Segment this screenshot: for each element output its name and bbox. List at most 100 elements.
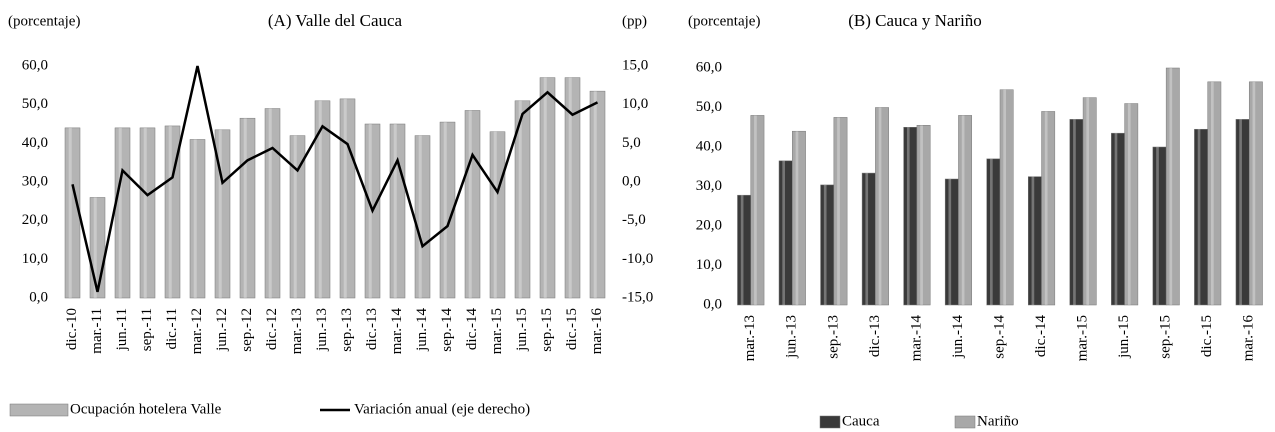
y2-tick-label: 15,0 [622, 57, 648, 73]
bar-shine [243, 118, 247, 298]
bar [489, 131, 506, 299]
x-tick-label: mar.-12 [189, 308, 205, 354]
legend-label: Cauca [842, 413, 880, 429]
bar [289, 135, 306, 299]
bar-shine [1114, 133, 1118, 305]
bar [1111, 132, 1125, 306]
bar-shine [837, 117, 840, 305]
y2-tick-label: -5,0 [622, 212, 646, 228]
bar-shine [593, 91, 597, 298]
bar-shine [293, 135, 297, 298]
bar-shine [740, 195, 744, 305]
bar-shine [393, 124, 397, 298]
y2-tick-label: -15,0 [622, 289, 653, 305]
bar-shine [1156, 147, 1159, 305]
bar [439, 121, 456, 299]
x-tick-label: jun.-12 [214, 308, 230, 352]
bar [778, 160, 793, 306]
bar-shine [318, 100, 322, 298]
bar-shine [1073, 119, 1076, 305]
bar [1027, 176, 1042, 306]
bar-shine [93, 197, 97, 298]
bar-shine [568, 77, 572, 298]
y-tick-label: 60,0 [696, 59, 722, 75]
x-tick-label: dic.-12 [264, 308, 280, 350]
bar-shine [143, 127, 147, 298]
x-tick-label: dic.-11 [164, 308, 180, 350]
x-tick-label: sep.-13 [339, 308, 355, 352]
bar [1165, 67, 1180, 306]
x-tick-label: dic.-14 [464, 308, 480, 351]
bar [314, 100, 331, 299]
bar-shine [468, 110, 472, 298]
bar-shine [1239, 119, 1242, 305]
bar [1124, 103, 1139, 306]
bar-shine [795, 131, 799, 305]
bar [1248, 81, 1263, 306]
bar-shine [865, 173, 869, 305]
bar [414, 135, 431, 299]
y-tick-label: 0,0 [703, 296, 722, 312]
bar [589, 90, 606, 299]
y-tick-label: 40,0 [22, 135, 48, 151]
bar-shine [218, 129, 222, 298]
bar-shine [1031, 176, 1035, 305]
y2-tick-label: -10,0 [622, 251, 653, 267]
y-axis-label: (porcentaje) [688, 13, 760, 29]
bar-shine [443, 122, 447, 298]
legend-label: Ocupación hotelera Valle [70, 401, 222, 417]
y-tick-label: 20,0 [696, 217, 722, 233]
x-tick-label: jun.-11 [114, 308, 130, 351]
x-tick-label: mar.-13 [289, 308, 305, 354]
bar-shine [920, 125, 923, 306]
bar [861, 172, 876, 306]
bar-shine [1044, 111, 1048, 305]
bar [339, 98, 356, 299]
bar [89, 197, 106, 299]
bar-shine [168, 125, 172, 298]
bar [514, 100, 531, 299]
bar [875, 107, 889, 306]
x-tick-label: mar.-14 [389, 308, 405, 355]
x-tick-label: mar.-16 [1241, 315, 1257, 362]
chart-title: (B) Cauca y Nariño [848, 11, 982, 30]
bar [737, 194, 752, 306]
y-tick-label: 20,0 [22, 212, 48, 228]
x-tick-label: jun.-13 [314, 308, 330, 352]
bar-shine [1197, 129, 1201, 305]
bar [903, 127, 918, 306]
bar [139, 127, 156, 299]
bar-shine [1003, 89, 1006, 305]
bar-shine [1252, 81, 1256, 305]
x-tick-label: sep.-14 [991, 315, 1007, 359]
bar [916, 125, 931, 306]
bar [239, 117, 256, 299]
bar-shine [493, 131, 497, 298]
x-tick-label: dic.-13 [867, 315, 883, 357]
bar [792, 130, 806, 306]
bar-shine [990, 158, 993, 305]
bar [1194, 128, 1208, 306]
bar [564, 77, 581, 299]
legend-label: Variación anual (eje derecho) [354, 401, 530, 417]
bar-shine [878, 107, 882, 305]
bar-shine [343, 98, 347, 298]
x-tick-label: mar.-14 [908, 315, 924, 362]
bar-shine [823, 184, 827, 305]
x-tick-label: sep.-11 [139, 308, 155, 351]
y2-axis-label: (pp) [622, 13, 647, 29]
bar-shine [543, 77, 547, 298]
legend-swatch [954, 415, 976, 429]
bar [464, 110, 481, 299]
x-tick-label: dic.-15 [564, 308, 580, 350]
bar [820, 184, 835, 306]
bar [1207, 81, 1222, 306]
bar [1041, 111, 1056, 306]
bar-shine [118, 127, 122, 298]
x-tick-label: mar.-16 [589, 308, 605, 355]
y-tick-label: 50,0 [22, 96, 48, 112]
bar [214, 129, 231, 299]
bar [114, 127, 131, 299]
x-tick-label: dic.-13 [364, 308, 380, 350]
y-tick-label: 30,0 [22, 173, 48, 189]
